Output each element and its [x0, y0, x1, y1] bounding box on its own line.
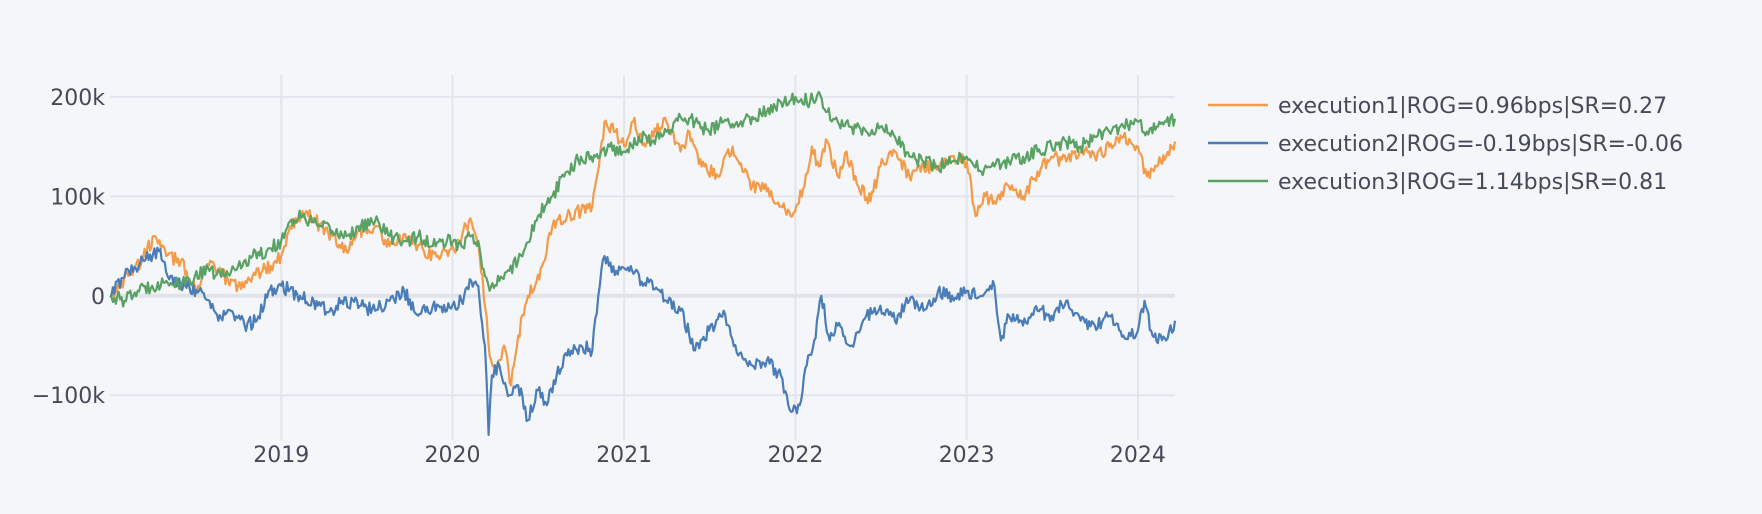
legend-label: execution2|ROG=-0.19bps|SR=-0.06	[1278, 132, 1683, 157]
x-tick-label: 2024	[1110, 443, 1166, 468]
legend-item-3[interactable]: execution3|ROG=1.14bps|SR=0.81	[1208, 170, 1667, 195]
legend-item-1[interactable]: execution1|ROG=0.96bps|SR=0.27	[1208, 94, 1667, 119]
x-gridlines	[280, 75, 1139, 440]
series-line-2	[109, 246, 1177, 437]
x-tick-label: 2020	[424, 443, 480, 468]
y-tick-label: 200k	[50, 86, 105, 111]
x-tick-label: 2021	[596, 443, 652, 468]
x-tick-label: 2019	[253, 443, 309, 468]
legend-label: execution1|ROG=0.96bps|SR=0.27	[1278, 94, 1667, 119]
y-gridlines	[110, 95, 1175, 397]
x-tick-label: 2023	[939, 443, 995, 468]
y-tick-label: 0	[91, 285, 105, 310]
series-line-3	[109, 90, 1177, 308]
legend[interactable]: execution1|ROG=0.96bps|SR=0.27 execution2…	[1208, 94, 1683, 195]
legend-label: execution3|ROG=1.14bps|SR=0.81	[1278, 170, 1667, 195]
x-tick-label: 2022	[767, 443, 823, 468]
x-axis-tick-labels: 2019 2020 2021 2022 2023 2024	[253, 443, 1166, 468]
y-tick-label: −100k	[32, 384, 105, 409]
legend-item-2[interactable]: execution2|ROG=-0.19bps|SR=-0.06	[1208, 132, 1683, 157]
y-axis-tick-labels: 200k 100k 0 −100k	[32, 86, 105, 409]
y-tick-label: 100k	[50, 185, 105, 210]
series-lines	[109, 90, 1177, 437]
